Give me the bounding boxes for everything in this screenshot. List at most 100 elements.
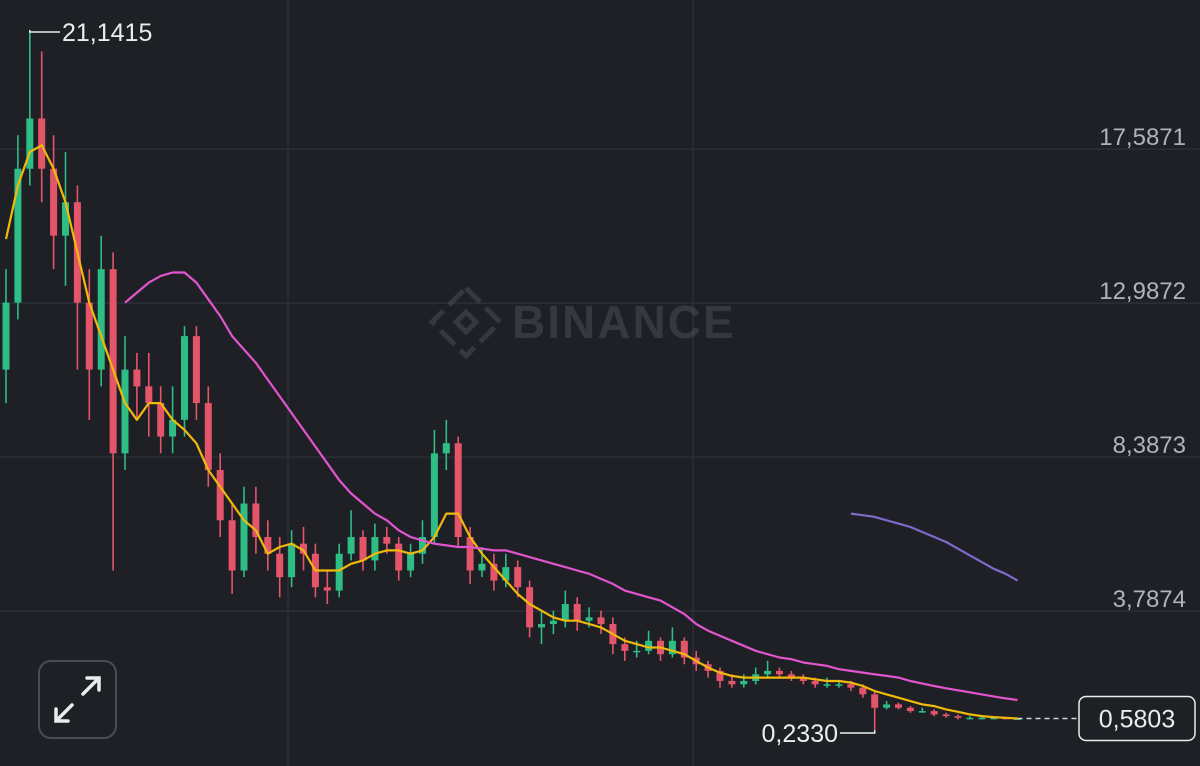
labels: 3,7874 8,3873 12,9872 17,5871 21,1415 0,2330 0…: [29, 19, 1196, 748]
candle-body: [335, 553, 343, 591]
min-label: 0,2330: [762, 720, 838, 748]
candle-body: [359, 537, 367, 561]
candle-body: [252, 503, 260, 538]
candle-body: [395, 543, 403, 571]
candle-body: [716, 670, 724, 681]
y-tick-label: 3,7874: [1113, 586, 1186, 613]
ma-line: [850, 512, 1019, 582]
candle-body: [847, 684, 855, 688]
candle-body: [2, 302, 10, 370]
candle-body: [454, 443, 462, 538]
candle-body: [823, 684, 831, 686]
candle-body: [407, 553, 415, 571]
candle-body: [169, 419, 177, 437]
candle-body: [740, 680, 748, 685]
candle-body: [466, 537, 474, 571]
candle-body: [787, 674, 795, 678]
candle-body: [799, 677, 807, 681]
candle-body: [835, 684, 843, 686]
candle-body: [109, 269, 117, 454]
candle-body: [62, 202, 69, 236]
max-label: 21,1415: [62, 19, 152, 47]
candle-body: [514, 567, 522, 588]
ma-line: [4, 144, 1018, 720]
candle-body: [240, 503, 248, 571]
candle-body: [347, 537, 355, 554]
candle-body: [264, 537, 272, 554]
candle-body: [300, 543, 307, 554]
candle-body: [764, 670, 772, 675]
last-price-box: [1078, 695, 1196, 742]
watermark: BINANCE: [428, 284, 736, 360]
candle-body: [490, 563, 498, 581]
candle-body: [621, 644, 629, 651]
candle-body: [157, 403, 165, 437]
max-marker: [29, 30, 60, 33]
candle-body: [597, 617, 605, 625]
expand-button-frame[interactable]: [38, 660, 117, 739]
grid: [0, 148, 1200, 612]
ma-line: [124, 271, 1018, 702]
y-tick-label: 12,9872: [1099, 278, 1186, 305]
candle-body: [85, 302, 93, 370]
candle-body: [645, 640, 653, 651]
candle-body: [859, 687, 867, 695]
candle-body: [966, 717, 974, 720]
candle-body: [14, 168, 22, 303]
candle-body: [633, 650, 641, 653]
candle-body: [930, 711, 938, 715]
last-price-label: 0,5803: [1099, 705, 1175, 733]
candle-body: [573, 603, 581, 621]
candle-body: [276, 553, 284, 578]
candle-body: [585, 617, 593, 621]
candles: [2, 30, 1021, 731]
candle-body: [228, 520, 236, 571]
candle-body: [538, 624, 545, 628]
candle-body: [668, 640, 676, 655]
candle-body: [50, 168, 58, 236]
candle-body: [728, 680, 736, 685]
y-tick-label: 17,5871: [1099, 124, 1186, 151]
candle-body: [288, 543, 296, 578]
candle-body: [502, 567, 510, 581]
candle-body: [38, 118, 46, 169]
candle-body: [883, 704, 891, 708]
candle-body: [442, 443, 450, 454]
candle-body: [181, 336, 188, 420]
candle-body: [561, 603, 569, 621]
candle-body: [430, 453, 438, 538]
watermark-text: BINANCE: [512, 296, 736, 348]
candle-body: [145, 386, 153, 404]
candle-body: [906, 707, 914, 712]
moving-averages: [4, 144, 1019, 720]
candle-body: [680, 640, 688, 658]
candle-body: [26, 118, 34, 169]
candle-body: [871, 694, 879, 708]
candle-body: [97, 269, 105, 370]
min-marker: [840, 730, 876, 734]
candle-body: [216, 470, 224, 521]
candle-body: [526, 587, 534, 628]
candle-body: [990, 717, 998, 720]
candle-body: [133, 369, 141, 387]
candle-body: [383, 537, 391, 544]
candle-body: [978, 717, 986, 720]
candle-body: [954, 716, 962, 718]
candle-body: [121, 369, 129, 454]
expand-button[interactable]: [38, 660, 117, 739]
candle-body: [192, 336, 200, 404]
watermark-logo: [428, 284, 504, 360]
expand-icon: [54, 676, 101, 723]
candle-body: [204, 403, 212, 471]
candle-body: [942, 714, 950, 717]
candle-body: [895, 704, 902, 708]
candle-body: [419, 537, 426, 554]
candle-body: [371, 537, 379, 561]
candle-body: [323, 587, 331, 591]
candle-body: [478, 563, 486, 571]
candle-body: [776, 670, 783, 675]
candle-body: [549, 620, 557, 625]
candle-body: [811, 680, 819, 685]
